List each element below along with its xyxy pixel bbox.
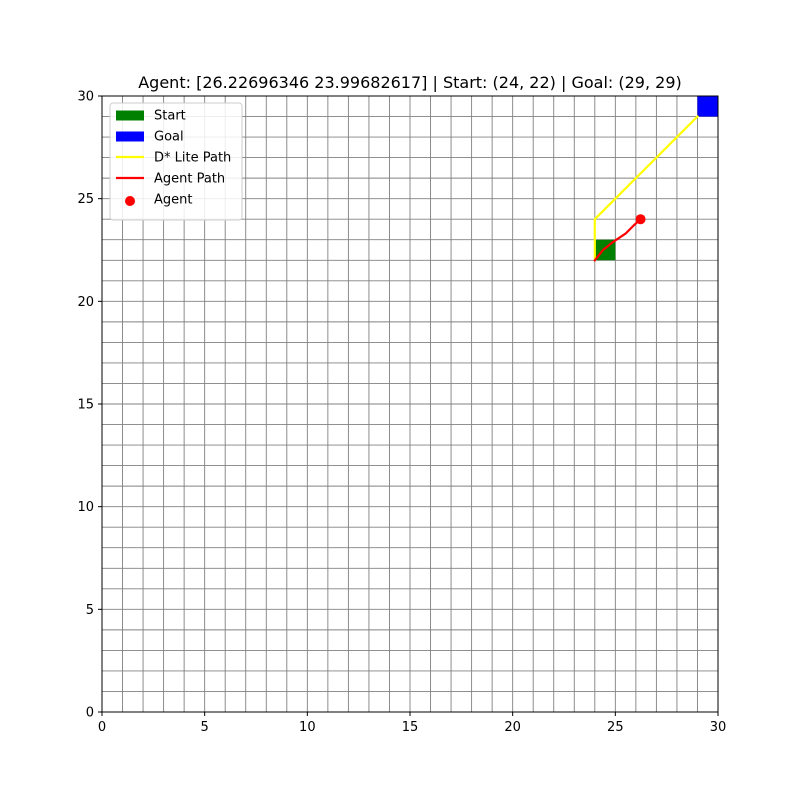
x-tick-label: 25 (607, 720, 624, 735)
y-tick-label: 10 (77, 500, 94, 515)
legend: Start Goal D* Lite Path Agent Path Agent (109, 102, 243, 221)
path-series (593, 114, 700, 262)
legend-label-start: Start (154, 109, 186, 124)
goal-cell (697, 96, 718, 117)
legend-swatch-start (116, 110, 144, 121)
x-tick-label: 20 (504, 720, 521, 735)
x-tick-label: 0 (98, 720, 106, 735)
legend-label-agent: Agent (154, 193, 192, 208)
d-lite-path-line (593, 114, 700, 262)
legend-label-d-lite-path: D* Lite Path (154, 151, 231, 166)
y-tick-label: 15 (77, 398, 94, 413)
x-tick-label: 5 (201, 720, 209, 735)
y-tick-label: 20 (77, 295, 94, 310)
x-tick-label: 30 (710, 720, 727, 735)
legend-label-goal: Goal (154, 130, 184, 145)
y-tick-label: 0 (86, 706, 94, 721)
y-tick-label: 30 (77, 90, 94, 105)
agent-marker (635, 214, 646, 225)
y-tick-label: 5 (86, 603, 94, 618)
legend-label-agent-path: Agent Path (154, 172, 225, 187)
x-tick-label: 10 (299, 720, 316, 735)
legend-swatch-agent (125, 196, 135, 206)
tick-labels: 0 5 10 15 20 25 30 0 5 10 15 20 25 30 (77, 90, 726, 736)
chart-title: Agent: [26.22696346 23.99682617] | Start… (138, 73, 682, 92)
legend-swatch-goal (116, 131, 144, 142)
y-tick-label: 25 (77, 192, 94, 207)
x-tick-label: 15 (402, 720, 419, 735)
agent-path-line (593, 217, 643, 262)
